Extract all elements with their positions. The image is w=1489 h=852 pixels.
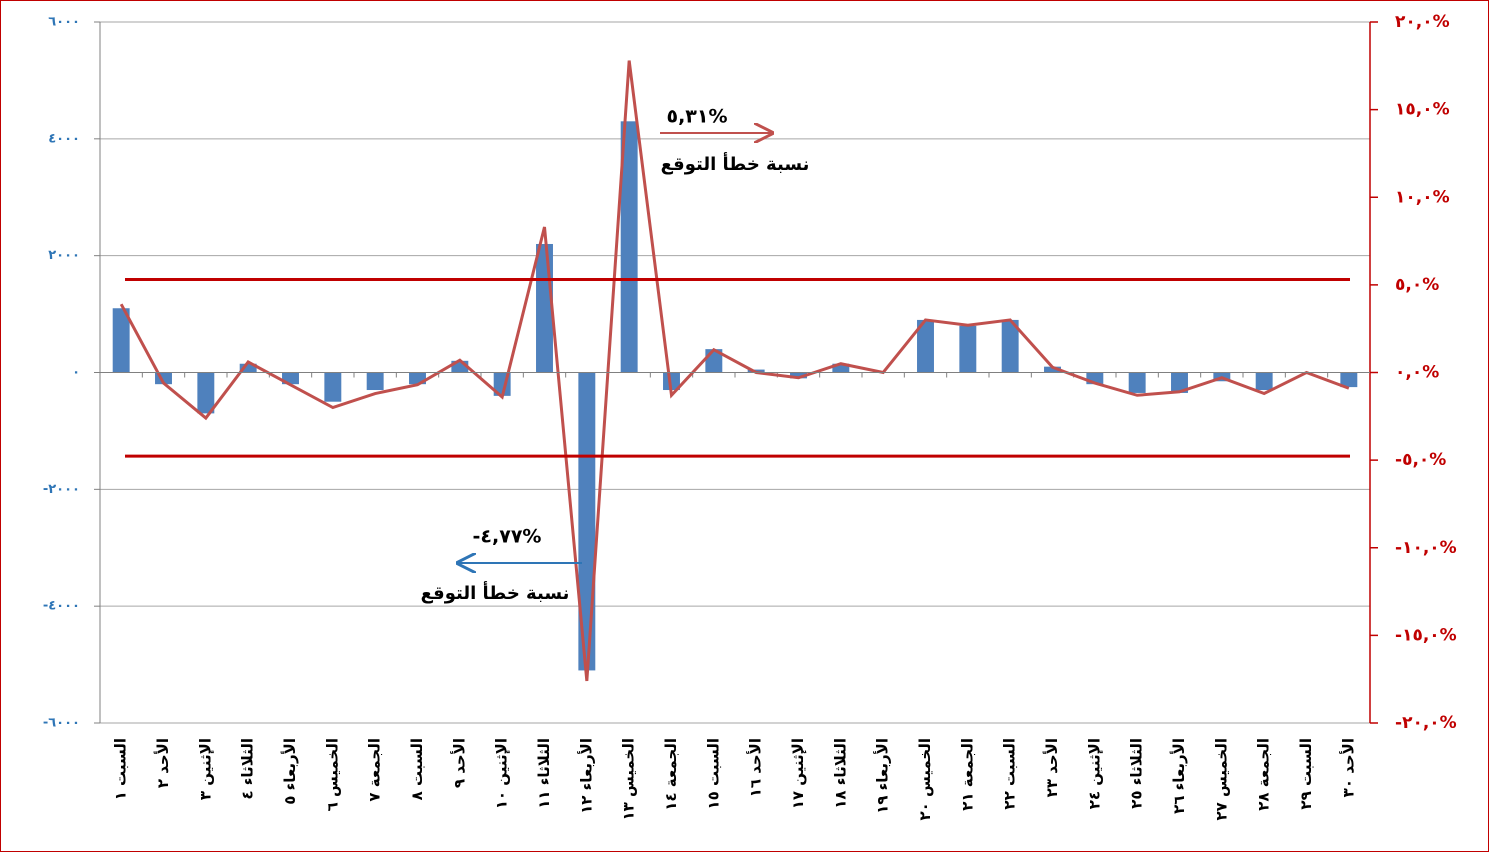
x-tick-label: السبت ١ — [112, 738, 130, 800]
bar — [832, 363, 850, 373]
y2-tick-label: ١٠,٠% — [1395, 187, 1450, 207]
x-tick-label: الأربعاء ٥ — [281, 738, 299, 805]
x-tick-label: الجمعة ٢١ — [958, 738, 976, 811]
x-tick-label: الأحد ٩ — [450, 738, 468, 788]
bar — [1086, 372, 1104, 385]
annotation-value: ٥,٣١% — [666, 106, 727, 128]
y2-tick-label: ٢٠,٠% — [1395, 12, 1450, 32]
bar — [197, 372, 215, 414]
bar — [663, 372, 680, 391]
y-tick-label: -٢٠٠٠ — [43, 482, 80, 497]
x-tick-label: الخميس ٢٠ — [916, 738, 934, 821]
y-tick-label: ٤٠٠٠ — [48, 131, 80, 146]
y-tick-label: ٦٠٠٠ — [48, 15, 80, 30]
x-tick-label: الأربعاء ١٢ — [577, 738, 595, 814]
bar — [282, 372, 299, 385]
bar — [1255, 372, 1273, 391]
annotation-value: -٤,٧٧% — [473, 526, 542, 548]
bar — [917, 319, 934, 373]
x-tick-label: السبت ٨ — [408, 738, 426, 800]
bar — [1001, 319, 1019, 373]
x-tick-label: الإثنين ١٧ — [789, 738, 807, 809]
bar — [536, 243, 553, 373]
x-tick-label: الخميس ٦ — [323, 738, 341, 811]
bar — [1128, 372, 1146, 393]
x-tick-label: السبت ١٥ — [704, 738, 722, 810]
bar — [1340, 372, 1358, 388]
line — [119, 60, 1350, 682]
x-tick-label: الأحد ٣٠ — [1339, 738, 1357, 797]
x-tick-label: الجمعة ٧ — [366, 738, 384, 802]
y2-tick-label: -١٥,٠% — [1395, 625, 1457, 645]
x-tick-label: الإثنين ٣ — [196, 738, 214, 800]
y2-tick-label: ٥,٠% — [1395, 275, 1439, 295]
x-tick-label: الإثنين ١٠ — [493, 738, 511, 809]
y2-tick-label: -١٠,٠% — [1395, 538, 1457, 558]
x-tick-label: الأربعاء ٢٦ — [1170, 738, 1188, 814]
bar — [790, 372, 807, 379]
y2-tick-label: -٥,٠% — [1395, 450, 1446, 470]
y2-tick-label: ٠,٠% — [1395, 363, 1439, 383]
y-tick-label: -٦٠٠٠ — [43, 716, 80, 731]
x-tick-label: الثلاثاء ٤ — [239, 738, 257, 800]
annotation-text: نسبة خطأ التوقع — [661, 152, 810, 175]
x-tick-label: الخميس ١٣ — [620, 738, 638, 821]
bar — [112, 308, 130, 373]
y-tick-label: ٠ — [72, 365, 80, 380]
bar — [324, 372, 342, 402]
x-tick-label: الإثنين ٢٤ — [1085, 738, 1103, 809]
x-tick-label: الثلاثاء ١٨ — [831, 738, 849, 809]
x-tick-label: الثلاثاء ٢٥ — [1128, 738, 1146, 809]
x-tick-label: الأحد ٢٣ — [1043, 738, 1061, 797]
bar — [578, 372, 596, 671]
y-tick-label: -٤٠٠٠ — [43, 599, 80, 614]
x-tick-label: الجمعة ٢٨ — [1255, 738, 1273, 811]
annotation-text: نسبة خطأ التوقع — [421, 581, 570, 604]
bar — [366, 372, 384, 391]
bar — [959, 325, 977, 373]
x-tick-label: الأحد ٢ — [154, 738, 172, 788]
x-tick-label: الأحد ١٦ — [747, 738, 765, 797]
x-tick-label: الأربعاء ١٩ — [874, 738, 892, 814]
bar — [239, 363, 257, 373]
bar — [1044, 366, 1061, 373]
bar — [409, 372, 426, 385]
bar — [620, 121, 638, 373]
y2-tick-label: ١٥,٠% — [1395, 100, 1450, 120]
bar — [1171, 372, 1188, 393]
x-tick-label: السبت ٢٩ — [1297, 738, 1315, 810]
x-tick-label: الثلاثاء ١١ — [535, 738, 553, 809]
y2-tick-label: -٢٠,٠% — [1395, 713, 1457, 733]
bar — [155, 372, 172, 385]
x-tick-label: السبت ٢٢ — [1001, 738, 1019, 810]
x-tick-label: الجمعة ١٤ — [662, 738, 680, 811]
y-tick-label: ٢٠٠٠ — [48, 248, 80, 263]
bar — [451, 360, 469, 373]
x-tick-label: الخميس ٢٧ — [1212, 738, 1230, 821]
